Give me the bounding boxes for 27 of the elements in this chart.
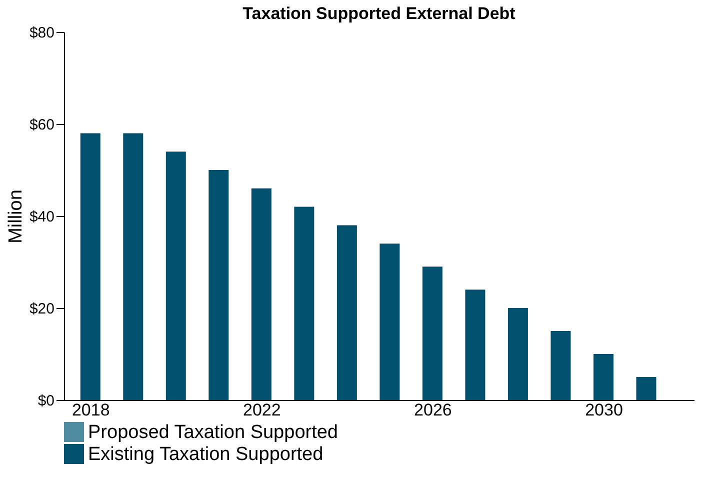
y-tick-label: $0 [38,392,54,410]
bar [80,133,100,400]
x-tick-label: 2026 [414,400,452,420]
legend-label: Existing Taxation Supported [88,444,324,465]
y-tick-label: $60 [29,116,54,134]
bar [251,188,272,400]
bar [593,354,614,400]
x-tick-label: 2022 [243,400,281,420]
y-axis-title: Million [5,190,26,244]
bar [380,244,400,400]
y-tick-label: $20 [29,300,54,318]
x-tick-label: 2030 [585,400,623,420]
bar [166,152,186,400]
bar [550,331,571,400]
legend-label: Proposed Taxation Supported [88,422,338,443]
bar [508,308,528,400]
bar [336,225,357,400]
x-tick-label: 2018 [72,400,110,420]
chart-title: Taxation Supported External Debt [242,4,516,23]
y-tick-label: $80 [29,24,54,42]
bar [465,290,486,400]
bar [208,170,229,400]
bar [422,266,442,400]
bar [294,206,314,400]
bar [123,133,144,400]
y-tick-label: $40 [29,208,54,226]
bar [636,377,656,400]
